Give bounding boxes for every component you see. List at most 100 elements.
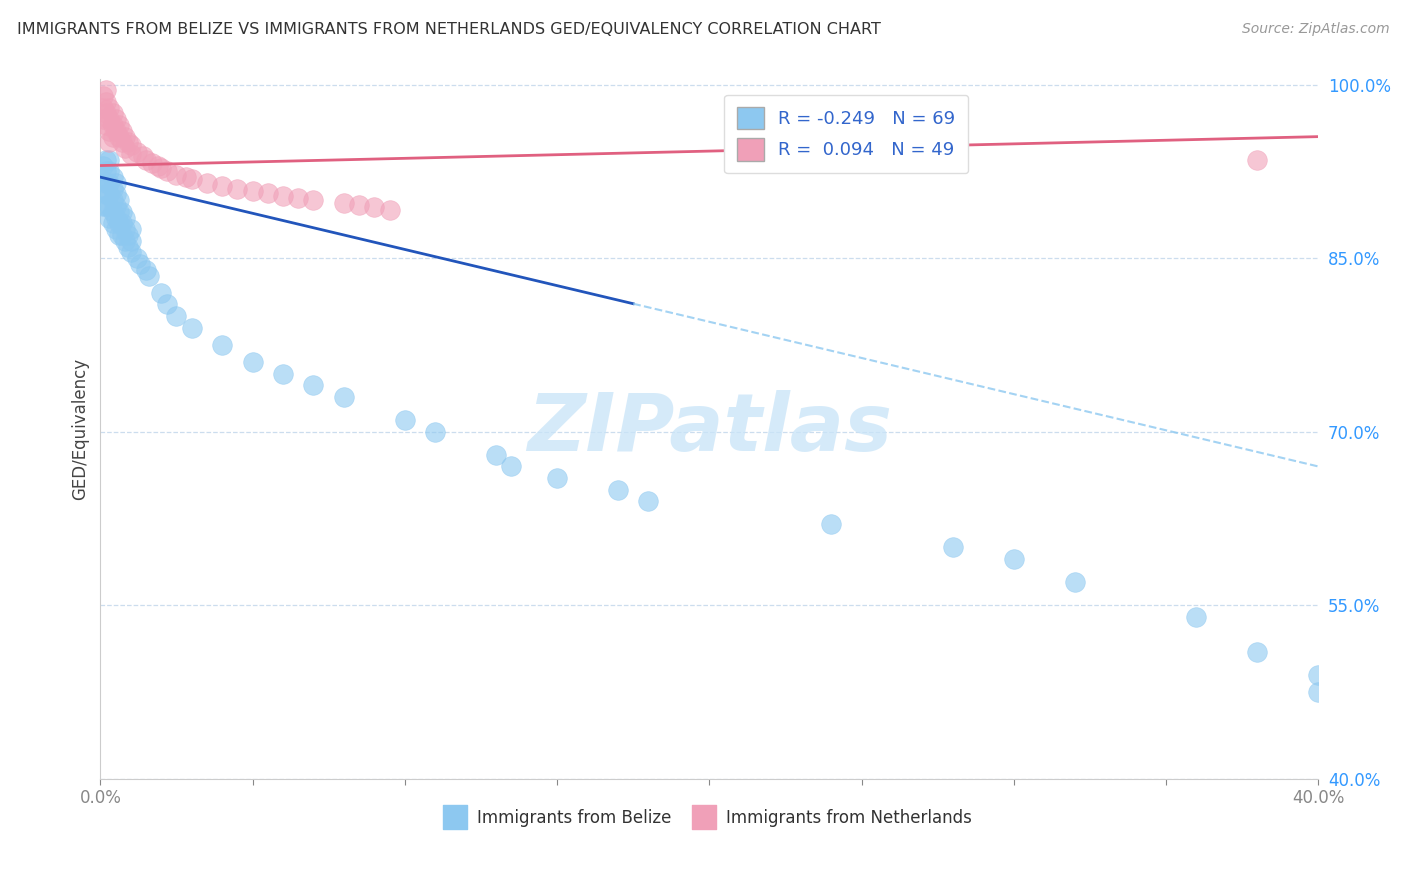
Point xyxy=(96,187,118,202)
Point xyxy=(141,156,163,170)
Point xyxy=(120,234,142,248)
Text: ZIPatlas: ZIPatlas xyxy=(527,390,891,467)
Point xyxy=(117,136,139,150)
Point xyxy=(117,239,139,253)
Point xyxy=(226,182,249,196)
Point xyxy=(107,216,129,230)
Point xyxy=(107,118,129,132)
Point xyxy=(111,205,134,219)
Point xyxy=(125,251,148,265)
Point xyxy=(166,309,188,323)
Point xyxy=(607,483,630,497)
Point xyxy=(96,176,118,190)
Point xyxy=(1246,153,1268,167)
Point xyxy=(120,137,142,152)
Point xyxy=(120,222,142,236)
Point xyxy=(125,145,148,159)
Point xyxy=(89,170,111,185)
Point xyxy=(485,448,508,462)
Point xyxy=(425,425,447,439)
Point xyxy=(96,199,118,213)
Point xyxy=(111,136,134,150)
Point xyxy=(1002,552,1025,566)
Point xyxy=(101,205,124,219)
Point xyxy=(93,112,115,127)
Point xyxy=(333,390,356,404)
Point xyxy=(820,517,842,532)
Point xyxy=(546,471,568,485)
Point xyxy=(347,198,370,212)
Point xyxy=(96,95,118,109)
Point xyxy=(98,199,121,213)
Point xyxy=(96,106,118,120)
Point xyxy=(98,211,121,225)
Point xyxy=(271,367,294,381)
Point xyxy=(104,176,127,190)
Point xyxy=(120,245,142,260)
Point xyxy=(104,112,127,127)
Point xyxy=(98,101,121,115)
Point xyxy=(117,227,139,242)
Point xyxy=(394,413,416,427)
Point xyxy=(148,159,170,173)
Point xyxy=(101,118,124,132)
Point xyxy=(104,124,127,138)
Point xyxy=(1063,575,1085,590)
Point xyxy=(96,153,118,167)
Point xyxy=(101,106,124,120)
Point xyxy=(96,83,118,97)
Point xyxy=(211,338,233,352)
Point xyxy=(211,179,233,194)
Point xyxy=(96,164,118,178)
Point xyxy=(135,153,157,167)
Point xyxy=(242,184,264,198)
Point xyxy=(104,222,127,236)
Point xyxy=(132,149,155,163)
Point xyxy=(111,124,134,138)
Point xyxy=(101,129,124,144)
Point xyxy=(378,202,401,217)
Point xyxy=(114,129,136,144)
Point xyxy=(93,159,115,173)
Text: Source: ZipAtlas.com: Source: ZipAtlas.com xyxy=(1241,22,1389,37)
Point xyxy=(101,182,124,196)
Point xyxy=(333,195,356,210)
Point xyxy=(93,182,115,196)
Point xyxy=(114,141,136,155)
Point xyxy=(1185,610,1208,624)
Legend: Immigrants from Belize, Immigrants from Netherlands: Immigrants from Belize, Immigrants from … xyxy=(440,802,979,834)
Point xyxy=(195,176,218,190)
Point xyxy=(104,211,127,225)
Point xyxy=(120,147,142,161)
Point xyxy=(98,124,121,138)
Point xyxy=(114,234,136,248)
Point xyxy=(98,176,121,190)
Point xyxy=(287,191,309,205)
Point xyxy=(302,378,325,392)
Point xyxy=(114,211,136,225)
Y-axis label: GED/Equivalency: GED/Equivalency xyxy=(72,358,89,500)
Point xyxy=(156,164,179,178)
Point xyxy=(166,168,188,182)
Point xyxy=(104,187,127,202)
Point xyxy=(271,188,294,202)
Point xyxy=(111,227,134,242)
Point xyxy=(1308,667,1330,681)
Point xyxy=(150,285,173,300)
Point xyxy=(501,459,523,474)
Point xyxy=(180,320,202,334)
Point xyxy=(107,227,129,242)
Point xyxy=(107,205,129,219)
Point xyxy=(302,194,325,208)
Point xyxy=(98,112,121,127)
Point xyxy=(256,186,278,201)
Point xyxy=(942,541,965,555)
Point xyxy=(93,101,115,115)
Point xyxy=(156,297,179,311)
Point xyxy=(111,216,134,230)
Point xyxy=(180,172,202,186)
Point xyxy=(98,136,121,150)
Point xyxy=(107,194,129,208)
Point xyxy=(98,164,121,178)
Point xyxy=(104,199,127,213)
